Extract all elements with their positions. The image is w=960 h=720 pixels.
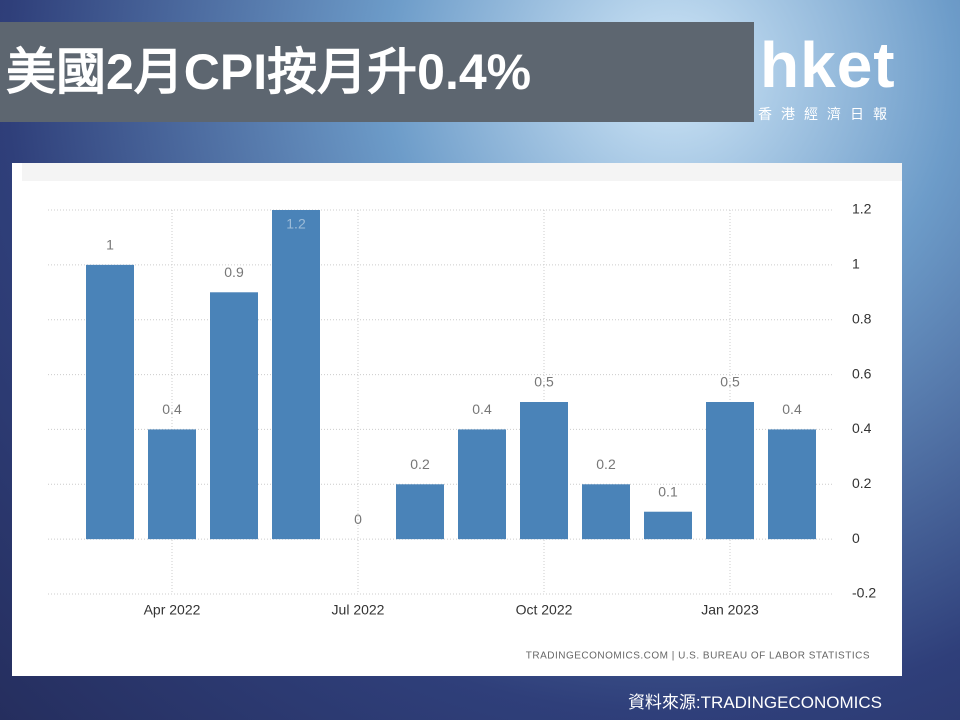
data-label: 0.1 xyxy=(658,483,678,499)
data-label: 1.2 xyxy=(286,216,306,232)
data-label: 1 xyxy=(106,237,114,253)
y-tick-label: 0.8 xyxy=(852,310,872,326)
bar xyxy=(86,264,134,540)
bar xyxy=(644,511,692,540)
bar xyxy=(582,484,630,540)
logo-subtitle: 香港經濟日報 xyxy=(758,106,896,122)
y-tick-label: 0.6 xyxy=(852,365,872,381)
data-label: 0 xyxy=(354,511,362,527)
chart-source: TRADINGECONOMICS.COM | U.S. BUREAU OF LA… xyxy=(526,651,870,662)
data-label: 0.5 xyxy=(720,374,740,390)
data-label: 0.4 xyxy=(162,401,182,417)
data-label: 0.2 xyxy=(596,456,616,472)
y-tick-label: 0 xyxy=(852,530,860,546)
logo: hket xyxy=(760,29,896,101)
x-tick-label: Jan 2023 xyxy=(701,602,759,618)
x-tick-label: Oct 2022 xyxy=(516,602,573,618)
data-label: 0.2 xyxy=(410,456,430,472)
y-tick-label: -0.2 xyxy=(852,585,876,601)
data-label: 0.4 xyxy=(782,401,802,417)
data-label: 0.9 xyxy=(224,264,244,280)
chart-header-strip xyxy=(22,163,902,181)
bar xyxy=(272,210,320,540)
y-tick-label: 0.2 xyxy=(852,475,872,491)
x-tick-label: Apr 2022 xyxy=(144,602,201,618)
data-label: 0.4 xyxy=(472,401,492,417)
x-tick-label: Jul 2022 xyxy=(332,602,385,618)
chart-panel xyxy=(12,163,902,676)
bar xyxy=(520,402,568,540)
headline: 美國2月CPI按月升0.4% xyxy=(0,22,754,122)
bar xyxy=(458,429,506,540)
bar xyxy=(768,429,816,540)
bar xyxy=(210,292,258,540)
y-tick-label: 0.4 xyxy=(852,420,872,436)
footer-source: 資料來源:TRADINGECONOMICS xyxy=(627,693,882,712)
bar xyxy=(148,429,196,540)
bar xyxy=(706,402,754,540)
bar xyxy=(396,484,444,540)
y-tick-label: 1 xyxy=(852,256,860,272)
data-label: 0.5 xyxy=(534,374,554,390)
y-tick-label: 1.2 xyxy=(852,201,872,217)
